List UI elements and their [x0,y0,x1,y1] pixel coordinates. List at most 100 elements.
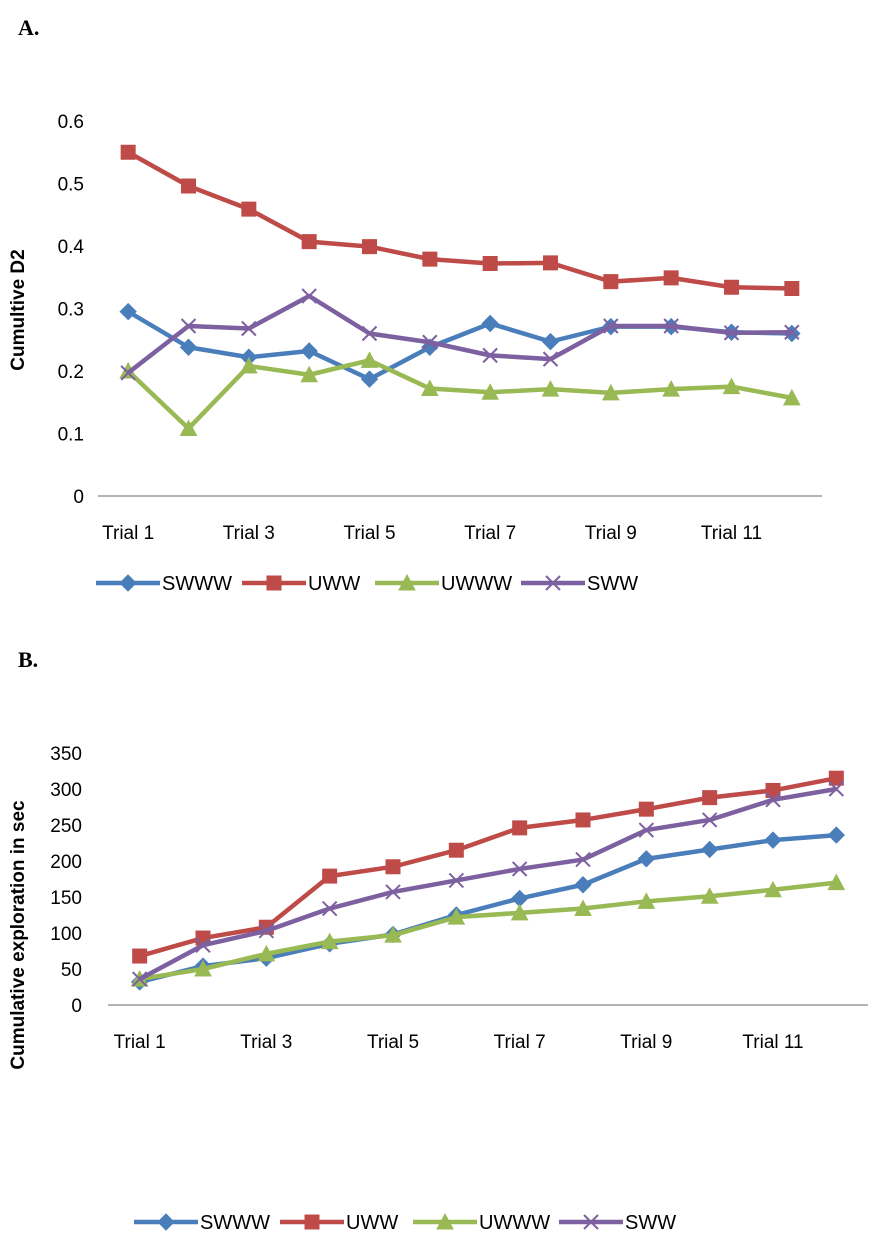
y-tick-label: 300 [50,780,82,801]
panel-label-a: A. [18,15,39,40]
data-point [828,781,845,797]
data-point [542,351,559,367]
data-point [782,388,801,406]
legend-item-uww: UWW [280,1212,398,1234]
data-point [320,932,339,950]
series-swww [119,302,801,388]
legend-item-swww: SWWW [134,1212,270,1234]
data-point [360,351,379,368]
data-point [321,900,338,917]
legend-b: SWWW UWW UWWW SWW [134,1212,676,1234]
series-line [126,358,793,431]
x-tick-label: Trial 7 [494,1032,546,1053]
data-point [119,302,137,321]
data-point [301,288,317,304]
data-point [663,318,679,334]
legend-item-uww: UWW [242,573,360,595]
series-line [126,293,792,375]
y-tick-label: 100 [50,924,82,945]
data-point [239,356,258,374]
data-point [448,872,465,889]
data-point [384,926,402,943]
y-tick-label: 0.6 [58,112,84,133]
data-point [637,850,656,868]
legend-marker [119,574,137,592]
data-point [700,887,719,904]
data-point [510,903,529,921]
data-point [194,959,212,977]
data-point [301,234,317,250]
data-point [601,383,620,401]
data-point [574,876,592,894]
data-point [541,380,560,397]
data-point [575,812,591,828]
data-point [481,383,499,400]
legend-item-sww: SWW [521,573,638,595]
series-swww [130,826,846,991]
series-uwww [119,351,801,436]
data-point [700,840,719,859]
data-point [603,318,619,334]
series-uww [132,770,844,964]
x-tick-label: Trial 9 [620,1032,672,1053]
data-point [257,944,276,962]
chart-panel-a: A. Cumultive D2 0 0.1 0.2 0.3 0.4 0.5 0.6 Trial… [8,15,822,595]
data-point [827,873,846,891]
data-point [828,770,844,786]
data-point [663,270,679,286]
data-point [543,255,558,271]
data-point [574,899,592,917]
y-tick-label: 50 [61,960,82,981]
series-uww [120,144,800,296]
series-line [139,880,837,982]
x-tick-label: Trial 11 [742,1032,803,1053]
y-axis-title-b: Cumulative exploration in sec [8,800,29,1070]
data-point [241,320,257,337]
data-point [701,812,718,828]
data-point [385,859,401,875]
data-point [179,338,198,356]
legend-label: UWW [346,1212,398,1234]
data-point [300,342,318,360]
panel-label-b: B. [18,647,38,672]
data-point [765,792,781,808]
y-tick-label: 0.5 [58,175,84,196]
data-point [764,831,782,849]
data-point [511,861,528,877]
chart-panel-b: B. Cumulative exploration in sec 0 50 100 1… [8,647,868,1234]
legend-label: UWWW [479,1212,550,1234]
data-point [447,908,466,925]
data-point [362,239,377,255]
data-point [637,892,656,909]
legend-item-uwww: UWWW [375,573,512,595]
data-point [722,377,741,395]
data-point [638,801,654,817]
data-point [361,325,378,342]
data-point [300,365,318,383]
series-line [127,150,792,291]
y-tick-label: 0 [71,996,82,1017]
x-tick-label: Trial 3 [240,1032,292,1053]
legend-label: SWW [587,573,638,595]
data-point [421,379,439,396]
data-point [181,178,196,194]
x-tick-label: Trial 7 [464,523,516,544]
series-line [127,309,792,382]
data-point [603,274,619,290]
legend-label: UWW [308,573,360,595]
data-point [724,279,739,295]
legend-marker [304,1214,320,1230]
legend-a: SWWW UWW UWWW SWW [96,573,638,595]
data-point [131,971,148,987]
y-tick-label: 150 [50,888,82,909]
data-point [481,314,499,333]
series-line [139,775,837,959]
data-point [765,782,781,798]
data-point [541,332,560,351]
plot-area-a: 0 0.1 0.2 0.3 0.4 0.5 0.6 Trial 1 Trial 3 Trial 5… [58,112,822,544]
x-tick-label: Trial 3 [223,523,275,544]
y-tick-label: 0.1 [58,425,84,446]
data-point [422,251,438,267]
legend-marker [545,575,561,591]
x-tick-label: Trial 9 [585,523,637,544]
